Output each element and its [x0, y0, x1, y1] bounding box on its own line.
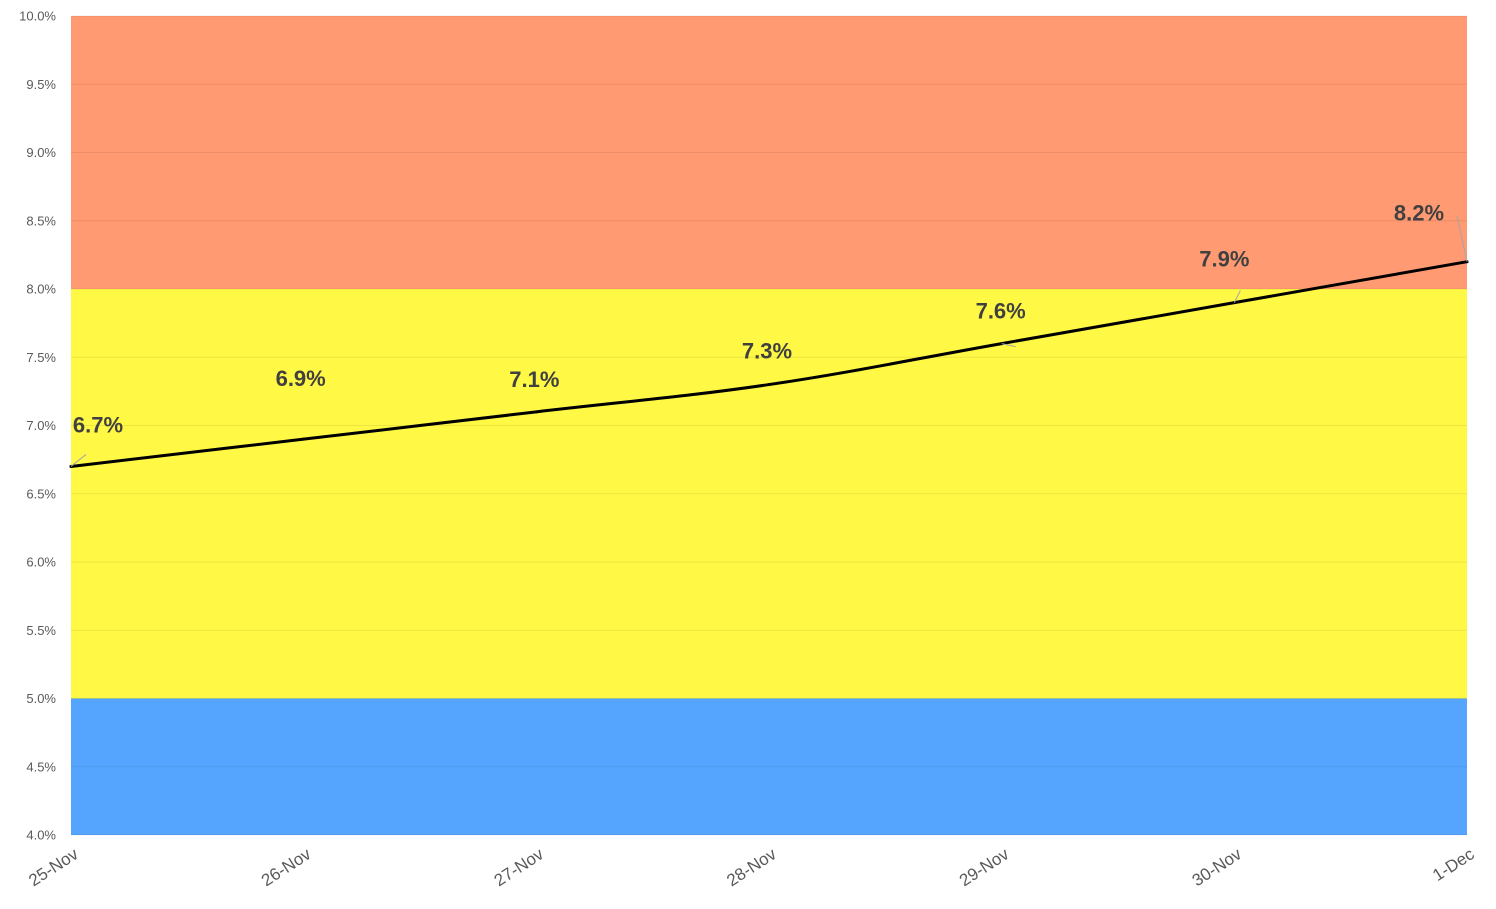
background-bands	[71, 16, 1467, 835]
y-tick-label: 4.5%	[26, 759, 56, 774]
series-layer	[69, 260, 1469, 468]
data-point	[302, 437, 306, 441]
x-tick-label: 1-Dec	[1429, 844, 1478, 885]
y-tick-label: 5.5%	[26, 623, 56, 638]
band-2	[71, 16, 1467, 289]
x-tick-label: 26-Nov	[258, 844, 315, 890]
leader-line	[1001, 343, 1016, 348]
y-tick-label: 9.5%	[26, 77, 56, 92]
y-tick-label: 10.0%	[19, 9, 56, 24]
data-label: 7.1%	[509, 367, 559, 392]
data-label: 8.2%	[1394, 201, 1444, 226]
data-label: 6.7%	[73, 412, 123, 437]
band-1	[71, 289, 1467, 699]
x-tick-label: 30-Nov	[1189, 844, 1246, 890]
y-tick-label: 6.0%	[26, 555, 56, 570]
y-tick-label: 4.0%	[26, 828, 56, 843]
data-point	[534, 410, 538, 414]
data-labels: 6.7% 6.9% 7.1% 7.3% 7.6% 7.9% 8.2%	[70, 201, 1468, 467]
leader-line	[1456, 215, 1468, 262]
leader-line	[1233, 290, 1241, 303]
band-0	[71, 698, 1467, 835]
x-tick-label: 29-Nov	[956, 844, 1013, 890]
y-axis: 4.0% 4.5% 5.0% 5.5% 6.0% 6.5% 7.0% 7.5% 8.0% 8.5%…	[19, 9, 56, 843]
y-tick-label: 5.0%	[26, 691, 56, 706]
y-tick-label: 7.5%	[26, 350, 56, 365]
data-label: 6.9%	[276, 366, 326, 391]
data-label: 7.3%	[742, 339, 792, 364]
y-tick-label: 8.5%	[26, 213, 56, 228]
data-label: 7.9%	[1199, 247, 1249, 272]
y-tick-label: 6.5%	[26, 486, 56, 501]
x-tick-label: 28-Nov	[723, 844, 780, 890]
x-tick-label: 25-Nov	[25, 844, 82, 890]
data-point	[767, 383, 771, 387]
x-tick-label: 27-Nov	[491, 844, 548, 890]
data-label: 7.6%	[976, 299, 1026, 324]
gridlines	[71, 15, 1467, 836]
y-tick-label: 9.0%	[26, 145, 56, 160]
x-axis: 25-Nov 26-Nov 27-Nov 28-Nov 29-Nov 30-Nov 1-De…	[25, 844, 1478, 890]
y-tick-label: 8.0%	[26, 282, 56, 297]
leader-line	[70, 454, 87, 467]
y-tick-label: 7.0%	[26, 418, 56, 433]
